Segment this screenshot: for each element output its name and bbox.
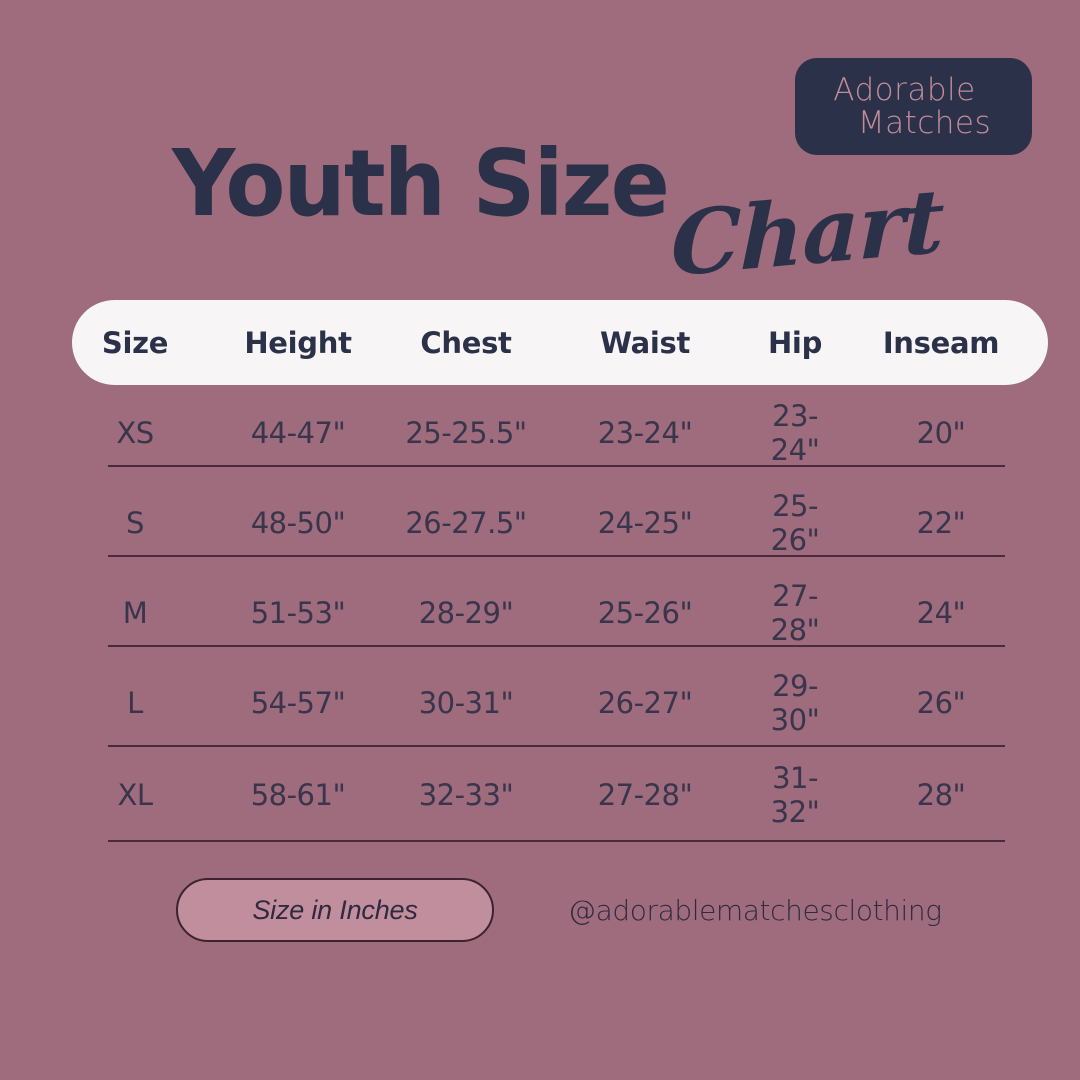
cell-chest: 32-33"	[418, 778, 514, 812]
cell-hip: 27-28"	[770, 579, 820, 647]
table-row: XS 44-47" 25-25.5" 23-24" 23-24" 20"	[72, 388, 1048, 478]
cell-hip: 25-26"	[770, 489, 820, 557]
column-header-waist: Waist	[599, 325, 691, 360]
cell-size: XL	[117, 778, 153, 812]
cell-waist: 27-28"	[597, 778, 693, 812]
column-header-size: Size	[101, 325, 169, 360]
cell-size: XS	[116, 416, 154, 450]
cell-chest: 30-31"	[418, 686, 514, 720]
table-row: XL 58-61" 32-33" 27-28" 31-32" 28"	[72, 750, 1048, 840]
cell-waist: 23-24"	[597, 416, 693, 450]
cell-size: S	[126, 506, 144, 540]
cell-size: M	[122, 596, 148, 630]
page-title: Youth Size Chart	[0, 138, 1080, 298]
social-handle: @adorablematchesclothing	[568, 894, 942, 927]
cell-height: 48-50"	[250, 506, 346, 540]
cell-hip: 23-24"	[770, 399, 820, 467]
cell-waist: 26-27"	[597, 686, 693, 720]
cell-height: 58-61"	[250, 778, 346, 812]
cell-inseam: 28"	[916, 778, 966, 812]
column-header-chest: Chest	[420, 325, 512, 360]
footer: Size in Inches @adorablematchesclothing	[0, 878, 1080, 948]
row-divider	[108, 840, 1005, 842]
column-header-height: Height	[244, 325, 352, 360]
brand-name-line-1: Adorable	[833, 71, 976, 108]
cell-size: L	[127, 686, 143, 720]
row-divider	[108, 645, 1005, 647]
size-unit-label: Size in Inches	[252, 894, 418, 925]
cell-chest: 28-29"	[418, 596, 514, 630]
page-title-script: Chart	[670, 168, 945, 297]
table-row: M 51-53" 28-29" 25-26" 27-28" 24"	[72, 568, 1048, 658]
column-header-hip: Hip	[767, 325, 823, 360]
cell-inseam: 20"	[916, 416, 966, 450]
cell-hip: 31-32"	[770, 761, 820, 829]
row-divider	[108, 465, 1005, 467]
cell-chest: 25-25.5"	[405, 416, 527, 450]
row-divider	[108, 555, 1005, 557]
table-header-row: Size Height Chest Waist Hip Inseam	[72, 300, 1048, 385]
cell-waist: 25-26"	[597, 596, 693, 630]
column-header-inseam: Inseam	[882, 325, 1000, 360]
size-unit-badge: Size in Inches	[176, 878, 494, 942]
cell-height: 54-57"	[250, 686, 346, 720]
table-row: S 48-50" 26-27.5" 24-25" 25-26" 22"	[72, 478, 1048, 568]
cell-inseam: 24"	[916, 596, 966, 630]
cell-waist: 24-25"	[597, 506, 693, 540]
brand-name-line-2: Matches	[857, 104, 992, 141]
cell-hip: 29-30"	[770, 669, 820, 737]
cell-chest: 26-27.5"	[405, 506, 527, 540]
table-row: L 54-57" 30-31" 26-27" 29-30" 26"	[72, 658, 1048, 748]
cell-height: 44-47"	[250, 416, 346, 450]
cell-height: 51-53"	[250, 596, 346, 630]
page-title-main: Youth Size	[172, 130, 670, 237]
row-divider	[108, 745, 1005, 747]
brand-logo-badge: Adorable Matches	[795, 58, 1032, 155]
cell-inseam: 26"	[916, 686, 966, 720]
cell-inseam: 22"	[916, 506, 966, 540]
